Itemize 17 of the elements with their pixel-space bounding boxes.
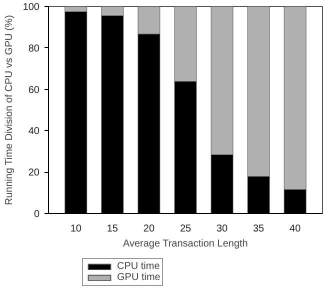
y-tick-label: 60 (28, 84, 40, 96)
x-tick-label: 10 (70, 224, 82, 234)
x-tick-label: 15 (106, 224, 118, 234)
legend-label: CPU time (117, 261, 160, 272)
x-tick-label: 25 (180, 224, 192, 234)
y-tick-label: 80 (28, 43, 40, 54)
y-axis-title: Running Time Division of CPU vs GPU (%) (4, 15, 15, 206)
x-axis-title: Average Transaction Length (122, 238, 248, 250)
y-tick-label: 0 (34, 209, 40, 220)
legend-label: GPU time (117, 272, 160, 283)
y-tick-label: 100 (22, 2, 40, 13)
x-tick-label: 30 (216, 224, 228, 234)
x-tick-label: 40 (290, 224, 302, 234)
x-tick-label: 35 (253, 224, 265, 234)
y-tick-label: 20 (28, 168, 40, 179)
x-tick-label: 20 (143, 224, 155, 234)
y-tick-label: 40 (28, 126, 40, 138)
